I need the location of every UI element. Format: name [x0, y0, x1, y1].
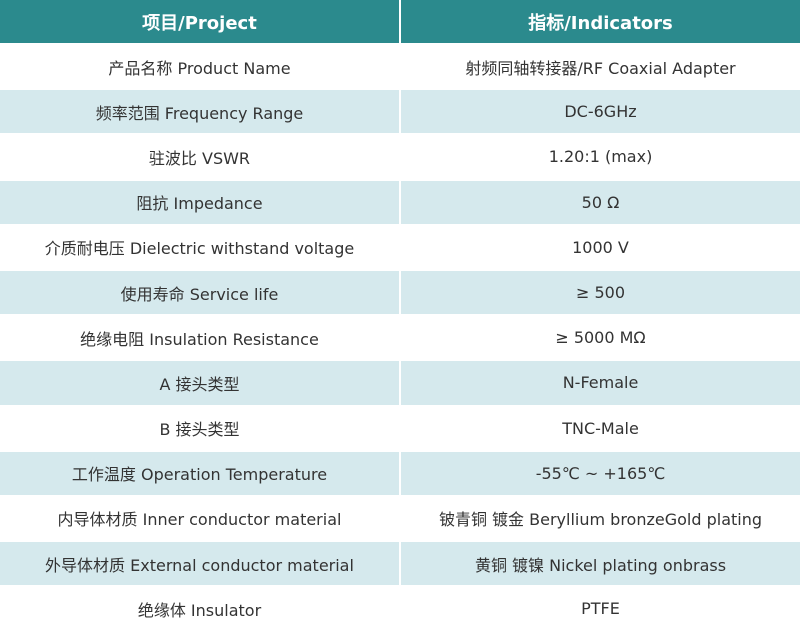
- header-row: 项目/Project 指标/Indicators: [0, 0, 800, 45]
- table-cell: 产品名称 Product Name: [0, 45, 401, 89]
- table-cell: -55℃ ~ +165℃: [535, 463, 666, 483]
- header-cell: 项目/Project: [0, 0, 401, 43]
- table-cell: 外导体材质 External conductor material: [0, 542, 401, 586]
- table-cell: 黄铜 镀镍 Nickel plating onbrass: [474, 555, 727, 575]
- table-cell: 使用寿命 Service life: [0, 270, 401, 315]
- table-cell: 射频同轴转接器/RF Coaxial Adapter: [465, 58, 736, 78]
- header-cell: 指标/Indicators: [528, 12, 673, 34]
- table-cell: N-Female: [562, 373, 639, 393]
- table-row: 绝缘电阻 Insulation Resistance ≥ 5000 MΩ: [0, 316, 800, 362]
- table-row: 使用寿命 Service life ≥ 500: [0, 270, 800, 317]
- table-row: 频率范围 Frequency Range DC-6GHz: [0, 90, 800, 136]
- table-cell: DC-6GHz: [564, 102, 637, 122]
- table-cell: 介质耐电压 Dielectric withstand voltage: [0, 225, 401, 269]
- table-cell: 50 Ω: [581, 192, 620, 212]
- table-cell: 绝缘体 Insulator: [0, 587, 401, 631]
- table-row: 外导体材质 External conductor material 黄铜 镀镍 N…: [0, 542, 800, 588]
- table-cell: PTFE: [581, 599, 620, 619]
- table-row: 介质耐电压 Dielectric withstand voltage 1000 V: [0, 225, 800, 271]
- table-row: 内导体材质 Inner conductor material 铍青铜 镀金 Ber…: [0, 496, 800, 543]
- table-row: 阻抗 Impedance 50 Ω: [0, 180, 800, 226]
- table-cell: A 接头类型: [0, 361, 401, 405]
- table-cell: 工作温度 Operation Temperature: [0, 451, 401, 495]
- table-cell: TNC-Male: [562, 418, 639, 438]
- table-cell: 阻抗 Impedance: [0, 180, 401, 224]
- table-row: 工作温度 Operation Temperature -55℃ ~ +165℃: [0, 451, 800, 497]
- table-cell: B 接头类型: [0, 406, 401, 450]
- table-cell: 1000 V: [572, 237, 629, 257]
- table-row: 绝缘体 Insulator PTFE: [0, 587, 800, 633]
- table-cell: 铍青铜 镀金 Beryllium bronzeGold plating: [438, 510, 763, 530]
- table-cell: 1.20:1 (max): [548, 147, 653, 167]
- table-row: 产品名称 Product Name 射频同轴转接器/RF Coaxial Adap…: [0, 45, 800, 91]
- table-cell: 内导体材质 Inner conductor material: [0, 496, 401, 541]
- table-row: A 接头类型 N-Female: [0, 361, 800, 407]
- table-cell: ≥ 500: [575, 283, 626, 303]
- table-cell: ≥ 5000 MΩ: [555, 328, 646, 348]
- table-cell: 驻波比 VSWR: [0, 135, 401, 179]
- table-cell: 频率范围 Frequency Range: [0, 90, 401, 134]
- table-row: 驻波比 VSWR 1.20:1 (max): [0, 135, 800, 181]
- table-row: B 接头类型 TNC-Male: [0, 406, 800, 452]
- table-cell: 绝缘电阻 Insulation Resistance: [0, 316, 401, 360]
